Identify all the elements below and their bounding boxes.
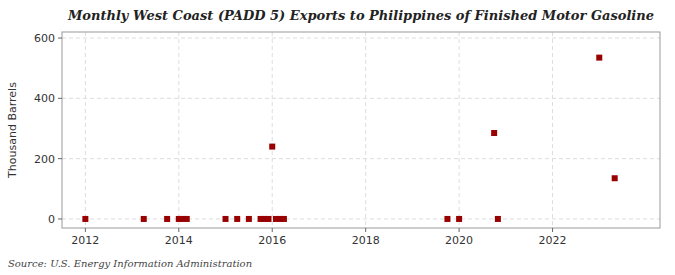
title: Monthly West Coast (PADD 5) Exports to P… <box>67 8 654 23</box>
point <box>444 216 450 222</box>
plot-frame <box>62 32 660 228</box>
y-tick-label: 400 <box>34 92 55 105</box>
x-tick-label: 2012 <box>71 234 99 247</box>
x-tick <box>178 228 179 232</box>
y-tick <box>58 218 62 219</box>
point <box>234 216 240 222</box>
x-tick <box>552 228 553 232</box>
grid-line-x <box>178 32 179 228</box>
point <box>223 216 229 222</box>
y-tick-label: 0 <box>48 213 55 226</box>
point <box>495 216 501 222</box>
x-tick <box>272 228 273 232</box>
y-tick-label: 200 <box>34 153 55 166</box>
point <box>246 216 252 222</box>
y-tick-label: 600 <box>34 32 55 45</box>
point <box>456 216 462 222</box>
point <box>82 216 88 222</box>
y-tick <box>58 98 62 99</box>
y-tick <box>58 38 62 39</box>
grid-line-x <box>459 32 460 228</box>
x-tick-label: 2014 <box>165 234 193 247</box>
grid-line-x <box>365 32 366 228</box>
point <box>491 130 497 136</box>
x-tick-label: 2016 <box>258 234 286 247</box>
grid-line-y <box>62 98 660 99</box>
grid-line-x <box>85 32 86 228</box>
point <box>141 216 147 222</box>
plot-area <box>62 32 660 228</box>
x-tick-label: 2020 <box>445 234 473 247</box>
grid-line-y <box>62 38 660 39</box>
grid <box>62 32 660 228</box>
chart: 2012 2014 2016 2018 2020 2022 0 200 400 600 Monthl… <box>0 0 675 275</box>
x-tick <box>85 228 86 232</box>
grid-line-y <box>62 218 660 219</box>
grid-line-y <box>62 158 660 159</box>
point <box>596 55 602 61</box>
point <box>269 144 275 150</box>
x-tick <box>459 228 460 232</box>
grid-line-x <box>552 32 553 228</box>
points <box>82 55 617 222</box>
point <box>164 216 170 222</box>
point <box>612 175 618 181</box>
source-note: Source: U.S. Energy Information Administ… <box>8 258 252 269</box>
point <box>265 216 271 222</box>
x-tick-label: 2022 <box>539 234 567 247</box>
grid-line-x <box>272 32 273 228</box>
y-tick <box>58 158 62 159</box>
x-tick-label: 2018 <box>352 234 380 247</box>
point <box>184 216 190 222</box>
point <box>281 216 287 222</box>
y-axis-label: Thousand Barrels <box>6 82 19 179</box>
x-tick <box>365 228 366 232</box>
axes: 2012 2014 2016 2018 2020 2022 0 200 400 600 <box>34 32 567 247</box>
